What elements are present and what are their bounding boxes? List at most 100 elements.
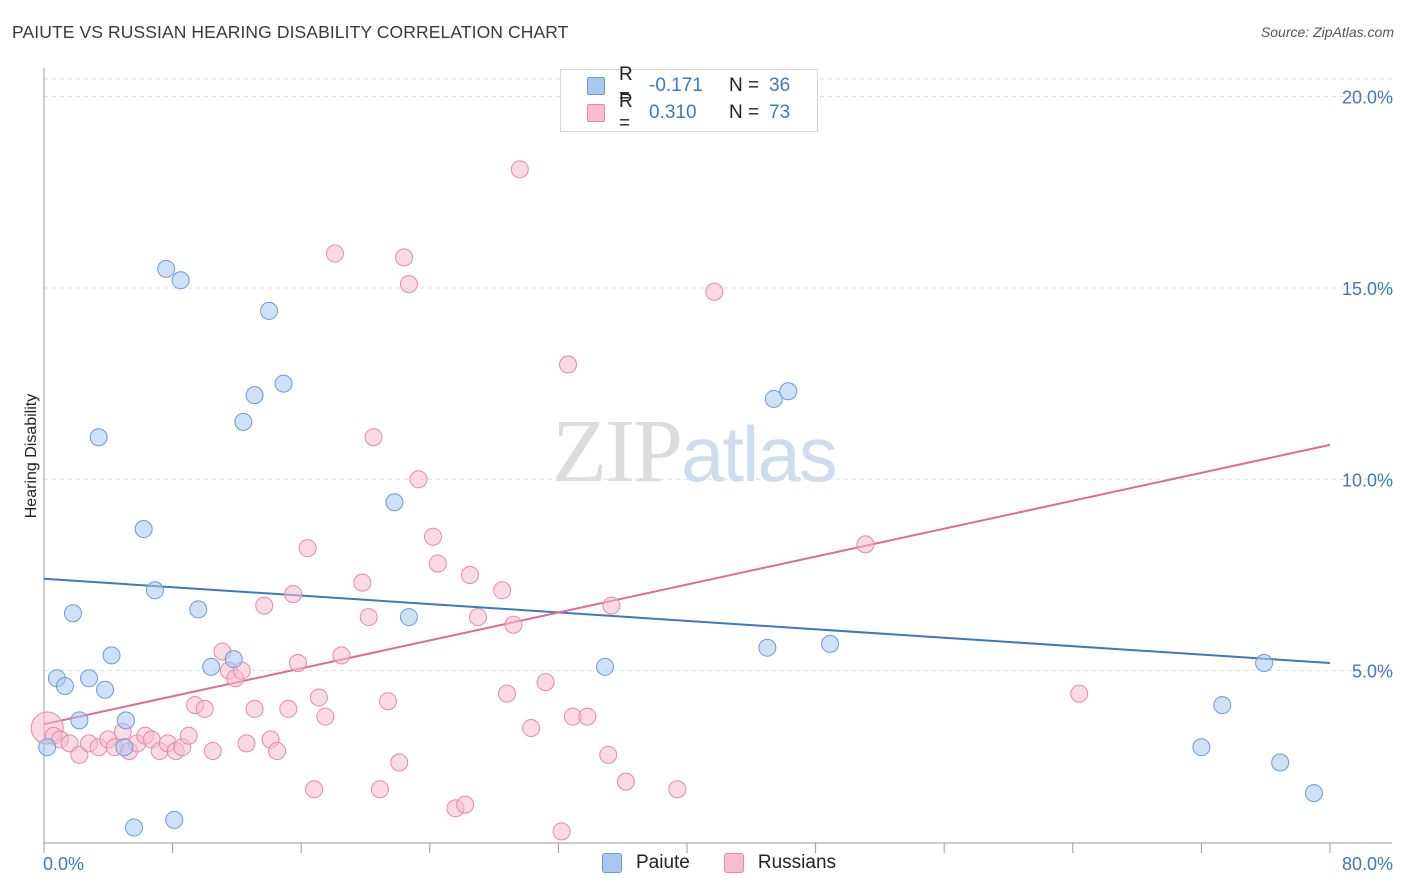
paiute-point (102, 646, 121, 665)
paiute-point (234, 412, 253, 431)
paiute-point (157, 259, 176, 278)
paiute-point (274, 374, 293, 393)
paiute-point (96, 680, 115, 699)
russians-point (325, 244, 344, 263)
watermark: ZIPatlas (552, 400, 838, 503)
russians-point (578, 707, 597, 726)
russians-point (298, 539, 317, 558)
legend-row-paiute: R = -0.171 N = 36 (587, 64, 791, 107)
paiute-point (596, 657, 615, 676)
paiute-point (779, 382, 798, 401)
russians-point (399, 275, 418, 294)
russians-point (428, 554, 447, 573)
russians-point (1070, 684, 1089, 703)
paiute-point (1213, 696, 1232, 715)
russians-point (602, 596, 621, 615)
paiute-point (55, 676, 74, 695)
trend-lines (43, 443, 1331, 726)
paiute-point (70, 711, 89, 730)
x-tick-label: 80.0% (1342, 854, 1393, 874)
paiute-point (758, 638, 777, 657)
paiute-point (385, 493, 404, 512)
russians-point (599, 745, 618, 764)
paiute-point (1192, 738, 1211, 757)
series-swatch-paiute (602, 853, 622, 873)
chart-title: PAIUTE VS RUSSIAN HEARING DISABILITY COR… (12, 22, 569, 42)
russians-point (255, 596, 274, 615)
tick-labels: 5.0% 10.0% 15.0% 20.0% 0.0% 80.0% (43, 88, 1393, 874)
paiute-point (89, 428, 108, 447)
paiute-trend-line (43, 577, 1331, 664)
legend-n-value: 36 (769, 75, 791, 96)
paiute-point (821, 634, 840, 653)
russians-point (353, 573, 372, 592)
legend: R = -0.171 N = 36 R = 0.310 N = 73 (560, 64, 818, 134)
series-legend-russians: Russians (723, 852, 837, 874)
y-tick-label: 5.0% (1352, 662, 1393, 682)
series-swatch-russians (723, 853, 744, 873)
paiute-point (63, 604, 82, 623)
paiute-point (1304, 784, 1323, 803)
russians-point (316, 707, 335, 726)
series-label-russians: Russians (757, 852, 837, 873)
russians-point (279, 699, 298, 718)
legend-swatch-russians (587, 104, 605, 122)
paiute-point (116, 711, 135, 730)
series-legend-paiute: Paiute (602, 852, 690, 874)
russians-point (364, 428, 383, 447)
y-tick-label: 15.0% (1342, 279, 1393, 299)
russians-point (510, 160, 529, 179)
legend-n-value: 73 (769, 102, 791, 123)
paiute-point (38, 738, 57, 757)
russians-point (359, 608, 378, 627)
russians-point (203, 742, 222, 761)
russians-point (245, 699, 264, 718)
russians-point (395, 248, 414, 267)
russians-point (497, 684, 516, 703)
paiute-point (764, 389, 783, 408)
russians-point (536, 673, 555, 692)
paiute-point (399, 608, 418, 627)
russians-point (424, 527, 443, 546)
watermark-atlas: atlas (681, 410, 838, 498)
grid-lines (44, 78, 1392, 672)
russians-point (552, 822, 571, 841)
russians-point (460, 565, 479, 584)
legend-r-value: 0.310 (649, 102, 697, 123)
russians-point (70, 745, 89, 764)
paiute-point (134, 520, 153, 539)
paiute-point (125, 818, 144, 837)
russians-point (284, 585, 303, 604)
x-tick-label: 0.0% (43, 854, 84, 874)
russians-point (616, 772, 635, 791)
paiute-point (189, 600, 208, 619)
paiute-point (1255, 653, 1274, 672)
russians-point (332, 646, 351, 665)
series-legend: Paiute Russians (602, 852, 870, 874)
paiute-point (171, 271, 190, 290)
russians-point (856, 535, 875, 554)
russians-point (668, 780, 687, 799)
paiute-point (165, 810, 184, 829)
russians-point (268, 742, 287, 761)
russians-point (456, 795, 475, 814)
russians-point (409, 470, 428, 489)
watermark-zip: ZIP (552, 402, 683, 501)
legend-r-label: R = (619, 64, 633, 107)
legend-n-label: N = (729, 102, 760, 123)
russians-point (309, 688, 328, 707)
russians-point (390, 753, 409, 772)
russians-point (370, 780, 389, 799)
y-tick-label: 20.0% (1342, 88, 1393, 108)
paiute-point (245, 386, 264, 405)
russians-point (493, 581, 512, 600)
paiute-point (202, 657, 221, 676)
russians-point (705, 282, 724, 301)
russians-point (379, 692, 398, 711)
legend-n-label: N = (729, 75, 760, 96)
y-axis-label: Hearing Disability (23, 394, 40, 519)
russians-point (305, 780, 324, 799)
paiute-point (145, 581, 164, 600)
russians-point (559, 355, 578, 374)
legend-r-label: R = (619, 91, 633, 134)
